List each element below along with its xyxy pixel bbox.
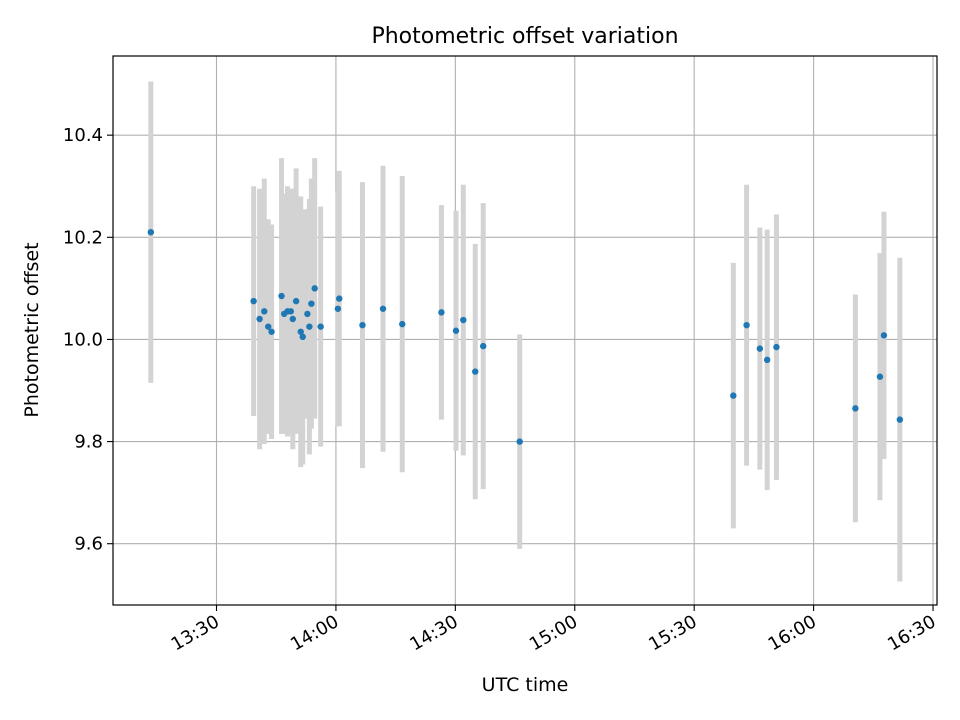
data-point — [287, 308, 295, 315]
data-point — [292, 297, 300, 305]
data-point — [308, 300, 315, 307]
data-point — [876, 373, 884, 380]
data-point — [452, 327, 460, 334]
data-point — [265, 323, 272, 330]
data-point — [516, 438, 523, 445]
data-point — [399, 320, 406, 328]
data-point — [896, 416, 904, 423]
y-axis-ticks: 9.6 9.8 10.0 10.2 10.4 — [63, 125, 113, 555]
data-point — [336, 295, 343, 302]
data-point — [268, 328, 275, 335]
data-point — [278, 292, 285, 300]
data-point — [250, 297, 257, 305]
y-axis-label: Photometric offset — [21, 242, 43, 417]
data-point — [317, 323, 324, 330]
data-point — [773, 343, 780, 351]
data-point — [311, 285, 318, 292]
data-point — [730, 392, 737, 399]
x-axis-label: UTC time — [482, 674, 569, 696]
data-point — [379, 305, 387, 312]
plot-area-frame — [112, 55, 938, 606]
data-point — [756, 345, 764, 352]
data-point — [261, 308, 268, 315]
data-point — [480, 342, 487, 350]
data-point — [334, 305, 342, 312]
data-point — [763, 356, 771, 364]
data-point — [299, 333, 306, 341]
data-points — [147, 228, 904, 445]
data-point — [472, 368, 479, 375]
data-point — [743, 321, 750, 329]
y-tick-label: 10.4 — [63, 125, 103, 146]
data-point — [289, 315, 296, 323]
data-point — [304, 310, 311, 318]
chart-title: Photometric offset variation — [371, 24, 678, 49]
y-tick-label: 9.6 — [74, 534, 103, 555]
data-point — [306, 323, 313, 330]
data-point — [438, 309, 445, 316]
data-point — [460, 316, 467, 324]
data-point — [880, 332, 888, 339]
data-point — [256, 315, 263, 323]
data-point — [297, 328, 304, 335]
grid — [113, 56, 937, 605]
data-point — [147, 228, 155, 236]
data-point — [359, 321, 366, 329]
y-tick-label: 10.0 — [63, 329, 103, 350]
y-tick-label: 9.8 — [74, 432, 103, 453]
data-point — [852, 405, 859, 412]
y-tick-label: 10.2 — [63, 227, 103, 248]
